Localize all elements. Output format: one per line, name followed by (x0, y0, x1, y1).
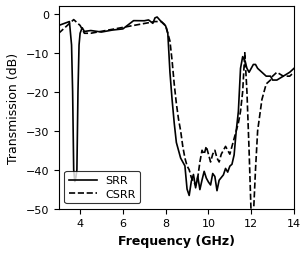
Line: CSRR: CSRR (59, 21, 294, 217)
CSRR (256, 130, 259, 133)
X-axis label: Frequency (GHz): Frequency (GHz) (118, 234, 235, 247)
SRR (168, 71, 172, 74)
Legend: SRR, CSRR: SRR, CSRR (64, 171, 140, 203)
SRR (183, 165, 187, 168)
SRR (155, 17, 159, 20)
Y-axis label: Transmission (dB): Transmission (dB) (7, 53, 20, 163)
CSRR (72, 19, 75, 22)
SRR (57, 25, 61, 28)
Line: SRR: SRR (59, 18, 294, 196)
SRR (205, 177, 208, 180)
CSRR (57, 33, 61, 36)
SRR (166, 33, 170, 36)
CSRR (249, 215, 253, 218)
CSRR (172, 83, 176, 86)
SRR (292, 68, 296, 71)
SRR (179, 157, 182, 160)
CSRR (292, 71, 296, 74)
SRR (187, 194, 191, 197)
SRR (100, 31, 103, 35)
CSRR (153, 21, 157, 24)
CSRR (209, 161, 213, 164)
CSRR (83, 33, 86, 36)
CSRR (189, 176, 193, 179)
